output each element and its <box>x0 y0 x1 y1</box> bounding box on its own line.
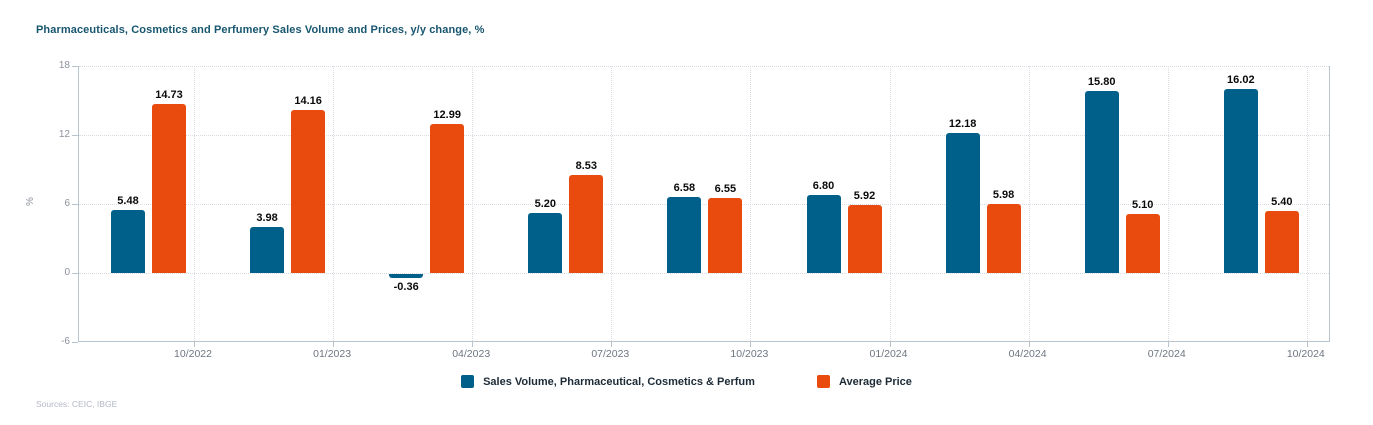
y-tick-label: 12 <box>58 129 70 140</box>
bar-value-label: 12.18 <box>948 117 977 130</box>
x-axis-tick <box>1306 342 1308 347</box>
legend-item-sales-volume[interactable]: Sales Volume, Pharmaceutical, Cosmetics … <box>461 375 755 388</box>
vertical-gridline <box>1167 66 1169 341</box>
x-axis-tick <box>194 342 195 347</box>
legend-item-average-price[interactable]: Average Price <box>816 375 912 388</box>
x-tick-label: 04/2024 <box>1008 348 1047 360</box>
bar-average-price[interactable] <box>291 110 326 273</box>
bar-value-label: 5.98 <box>992 189 1015 202</box>
bar-average-price[interactable] <box>1264 210 1299 273</box>
x-tick-label: 07/2024 <box>1147 348 1186 360</box>
x-tick-label: 01/2024 <box>869 348 908 360</box>
y-tick-label: -6 <box>61 336 70 347</box>
bar-value-label: 5.10 <box>1131 199 1154 212</box>
bar-sales-volume[interactable] <box>1084 91 1119 273</box>
bar-value-label: 12.99 <box>433 108 461 121</box>
bar-value-label: 8.53 <box>575 159 597 172</box>
x-tick-label: 10/2022 <box>174 348 212 360</box>
vertical-gridline <box>889 66 891 341</box>
bar-sales-volume[interactable] <box>806 194 841 273</box>
bar-average-price[interactable] <box>708 197 743 273</box>
x-axis-tick <box>472 342 474 347</box>
y-axis-tick <box>72 273 78 274</box>
y-tick-label: 18 <box>58 60 70 71</box>
bar-sales-volume[interactable] <box>667 197 702 273</box>
bar-value-label: -0.36 <box>393 281 419 294</box>
x-axis-tick <box>889 342 891 347</box>
y-axis-tick <box>72 204 78 205</box>
y-tick-label: 6 <box>64 198 70 209</box>
bar-value-label: 6.55 <box>714 182 737 195</box>
vertical-gridline <box>611 66 613 341</box>
bar-average-price[interactable] <box>569 174 604 273</box>
bar-sales-volume[interactable] <box>389 274 424 279</box>
x-axis-tick <box>750 342 752 347</box>
vertical-gridline <box>194 66 195 341</box>
legend-swatch-sales-volume-icon <box>461 375 475 388</box>
y-axis-tick <box>72 135 78 136</box>
bar-value-label: 6.58 <box>673 182 696 195</box>
vertical-gridline <box>1028 66 1030 341</box>
bar-value-label: 15.80 <box>1087 76 1116 89</box>
bar-average-price[interactable] <box>986 204 1021 273</box>
vertical-gridline <box>1306 66 1308 341</box>
bar-sales-volume[interactable] <box>250 227 285 273</box>
legend-swatch-average-price-icon <box>816 375 830 388</box>
chart-title: Pharmaceuticals, Cosmetics and Perfumery… <box>36 24 485 36</box>
x-tick-label: 01/2023 <box>313 348 352 360</box>
bar-value-label: 16.02 <box>1227 73 1255 86</box>
x-axis-tick <box>1167 342 1169 347</box>
legend-label-average-price: Average Price <box>838 375 912 388</box>
y-axis-tick <box>72 342 78 343</box>
x-tick-label: 10/2023 <box>730 348 769 360</box>
bar-average-price[interactable] <box>847 204 882 273</box>
bar-sales-volume[interactable] <box>1223 88 1258 273</box>
sources-note: Sources: CEIC, IBGE <box>36 399 118 409</box>
bar-value-label: 5.92 <box>853 189 876 202</box>
horizontal-gridline <box>79 273 1329 274</box>
x-axis-tick <box>611 342 613 347</box>
bar-sales-volume[interactable] <box>111 209 145 273</box>
chart-legend: Sales Volume, Pharmaceutical, Cosmetics … <box>0 375 1373 388</box>
vertical-gridline <box>750 66 752 341</box>
y-tick-label: 0 <box>64 267 70 278</box>
bar-average-price[interactable] <box>152 103 186 273</box>
bar-value-label: 3.98 <box>256 212 278 225</box>
bar-value-label: 14.16 <box>294 95 322 108</box>
bar-average-price[interactable] <box>1125 214 1160 273</box>
x-tick-label: 07/2023 <box>591 348 630 360</box>
bar-value-label: 5.48 <box>117 194 139 207</box>
bar-average-price[interactable] <box>430 123 465 273</box>
y-axis-tick <box>72 66 78 67</box>
y-axis-title: % <box>24 197 36 206</box>
bar-sales-volume[interactable] <box>945 132 980 273</box>
chart-plot-area: 5.48 14.73 3.98 14.16 -0.36 12.99 5.20 8.53 6.58… <box>72 66 1330 347</box>
bar-value-label: 6.80 <box>812 179 835 192</box>
horizontal-gridline <box>79 66 1329 67</box>
horizontal-gridline <box>79 135 1329 136</box>
bar-value-label: 5.40 <box>1271 195 1293 208</box>
legend-label-sales-volume: Sales Volume, Pharmaceutical, Cosmetics … <box>483 375 755 388</box>
bar-value-label: 14.73 <box>155 88 183 101</box>
x-axis-tick <box>1028 342 1030 347</box>
x-tick-label: 04/2023 <box>452 348 491 360</box>
vertical-gridline <box>472 66 474 341</box>
vertical-gridline <box>333 66 335 341</box>
horizontal-gridline <box>79 204 1329 205</box>
x-tick-label: 10/2024 <box>1286 348 1325 360</box>
bar-value-label: 5.20 <box>534 198 556 211</box>
x-axis-tick <box>333 342 335 347</box>
bar-sales-volume[interactable] <box>528 213 563 273</box>
